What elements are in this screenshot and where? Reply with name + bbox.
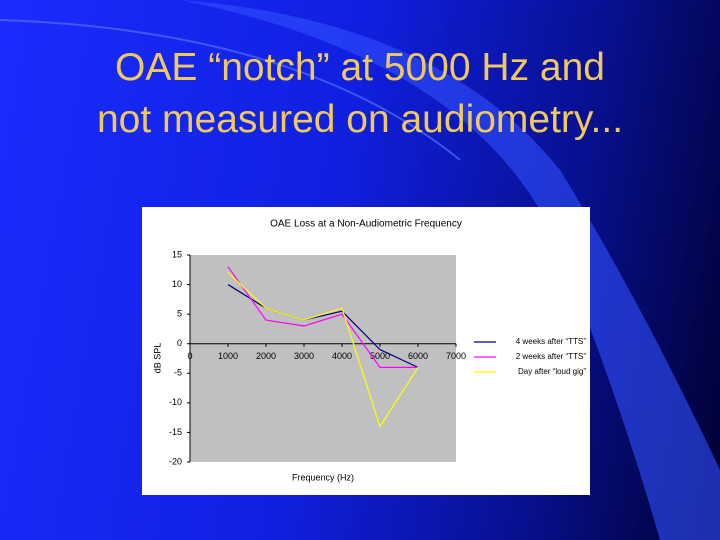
x-axis-label: Frequency (Hz) xyxy=(292,472,354,482)
x-tick-label: 5000 xyxy=(370,351,390,361)
y-axis-label: dB SPL xyxy=(152,343,162,374)
chart-title: OAE Loss at a Non-Audiometric Frequency xyxy=(270,219,462,230)
y-tick-label: 5 xyxy=(177,309,182,319)
x-tick-label: 7000 xyxy=(446,351,466,361)
y-tick-label: -5 xyxy=(174,368,182,378)
x-tick-label: 4000 xyxy=(332,351,352,361)
series-line xyxy=(227,284,419,368)
plot-area xyxy=(190,255,456,462)
y-tick-label: -15 xyxy=(169,427,182,437)
legend-label: 2 weeks after “TTS” xyxy=(516,352,587,361)
x-tick-label: 0 xyxy=(187,351,192,361)
series-line xyxy=(227,272,419,428)
y-tick-label: 0 xyxy=(177,338,182,348)
series-line xyxy=(227,266,418,368)
y-tick-label: -20 xyxy=(169,456,182,466)
y-tick-label: -10 xyxy=(169,397,182,407)
x-tick-label: 6000 xyxy=(408,351,428,361)
y-tick-label: 15 xyxy=(172,249,182,259)
x-tick-label: 1000 xyxy=(218,351,238,361)
legend-label: 4 weeks after “TTS” xyxy=(516,337,587,346)
legend-label: Day after “loud gig” xyxy=(518,367,586,376)
x-tick-label: 2000 xyxy=(256,351,276,361)
slide-title: OAE “notch” at 5000 Hz and xyxy=(115,46,605,89)
slide-title: not measured on audiometry... xyxy=(96,98,624,141)
x-tick-label: 3000 xyxy=(294,351,314,361)
y-tick-label: 10 xyxy=(172,279,182,289)
